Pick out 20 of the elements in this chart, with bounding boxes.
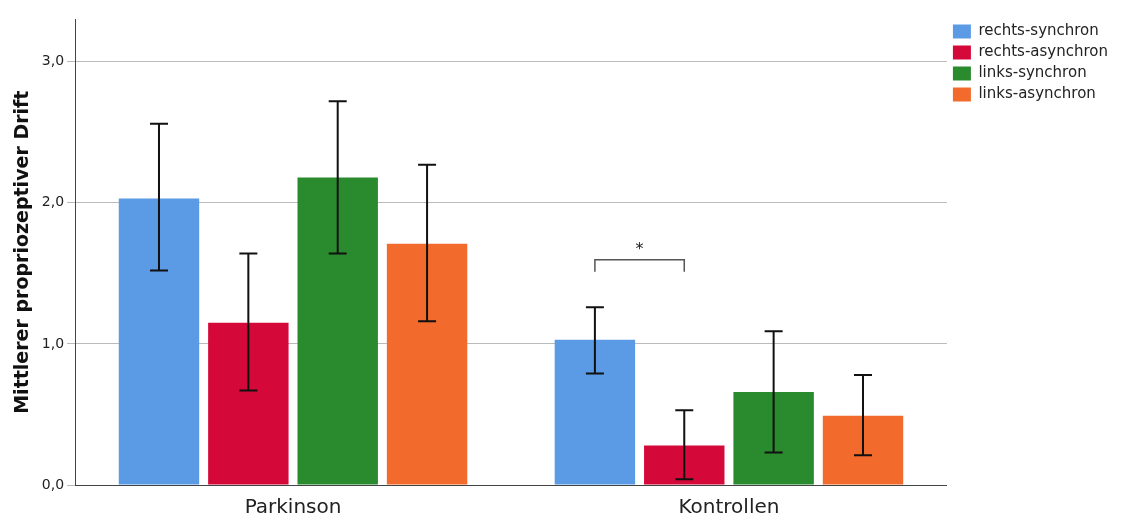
bar: [118, 198, 200, 485]
bar: [386, 243, 468, 485]
bar: [644, 445, 725, 485]
annotation: *: [635, 238, 644, 258]
bar: [822, 415, 904, 485]
bar: [733, 391, 814, 485]
legend-label: links-asynchron: [978, 84, 1096, 103]
y-tick-label: 0,0: [41, 475, 65, 492]
y-axis-title: Mittlerer propriozeptiver Drift: [10, 90, 33, 414]
bar: [297, 177, 378, 485]
legend-label: rechts-synchron: [978, 21, 1099, 40]
legend-label: rechts-asynchron: [978, 42, 1109, 61]
x-tick-label: Kontrollen: [678, 494, 780, 519]
bar: [554, 339, 636, 485]
x-tick-label: Parkinson: [244, 494, 342, 519]
y-tick-label: 3,0: [41, 52, 65, 69]
y-tick-label: 2,0: [41, 193, 65, 210]
y-tick-label: 1,0: [41, 334, 65, 351]
bar: [208, 322, 289, 485]
legend-label: links-synchron: [978, 63, 1087, 82]
